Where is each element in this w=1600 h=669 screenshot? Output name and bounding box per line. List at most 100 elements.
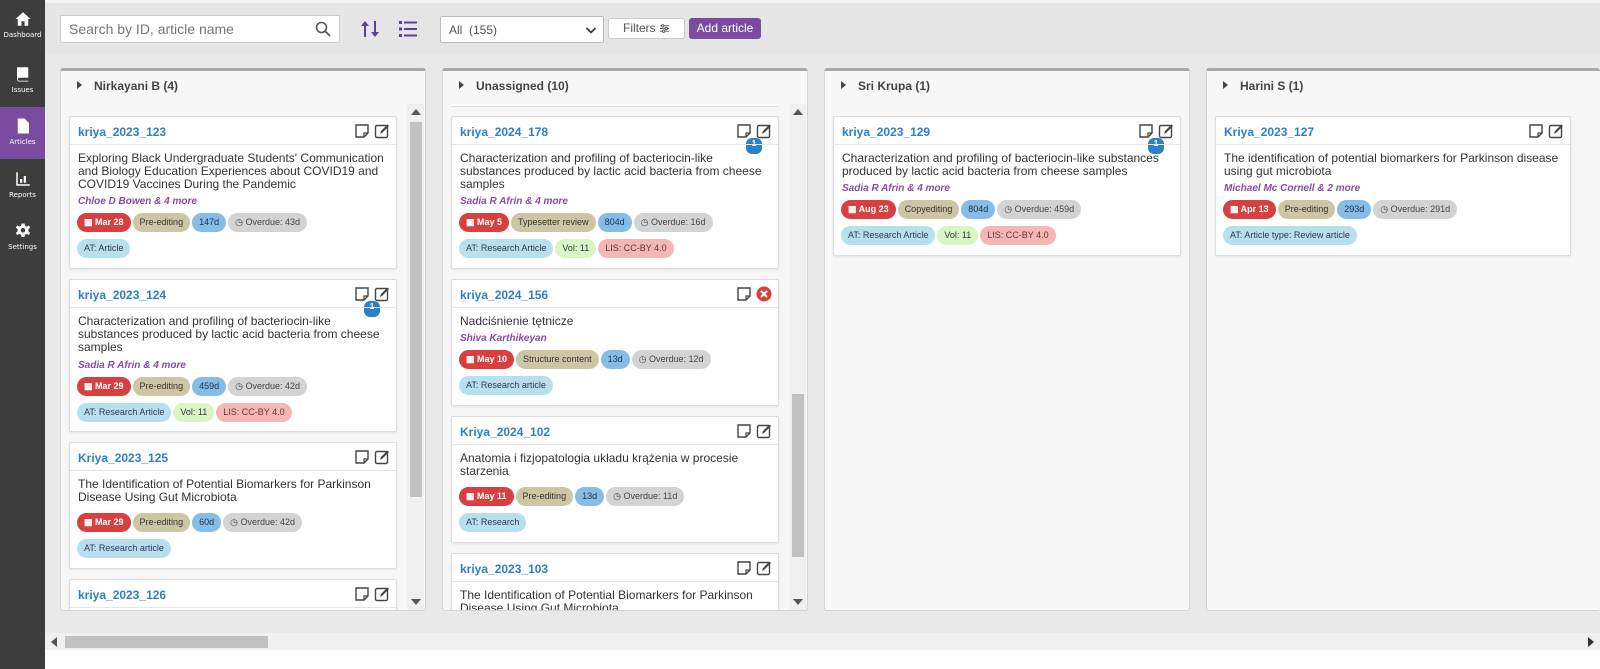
article-id-link[interactable]: Kriya_2023_127 bbox=[1224, 125, 1315, 139]
edit-icon[interactable] bbox=[374, 449, 390, 465]
note-icon[interactable] bbox=[354, 123, 370, 139]
edit-icon[interactable] bbox=[756, 560, 772, 576]
close-icon[interactable] bbox=[756, 286, 772, 302]
edit-icon[interactable] bbox=[374, 586, 390, 602]
gear-icon bbox=[15, 223, 30, 237]
note-icon[interactable]: 1 bbox=[354, 286, 380, 317]
article-card[interactable]: kriya_2023_126 bbox=[69, 579, 397, 610]
due-date-badge: ▦ May 5 bbox=[459, 213, 510, 232]
article-card[interactable]: kriya_2023_123 Exploring Black Undergrad… bbox=[69, 116, 397, 269]
note-icon[interactable] bbox=[354, 586, 370, 602]
note-icon[interactable] bbox=[1528, 123, 1544, 139]
sidebar-item-label: Dashboard bbox=[3, 31, 42, 39]
list-view-icon[interactable] bbox=[397, 18, 419, 40]
note-icon[interactable] bbox=[736, 560, 752, 576]
sidebar-item-settings[interactable]: Settings bbox=[0, 212, 45, 264]
article-id-link[interactable]: kriya_2023_103 bbox=[460, 562, 549, 576]
caret-right-icon bbox=[77, 81, 82, 89]
sidebar-item-articles[interactable]: Articles bbox=[0, 107, 45, 159]
note-icon[interactable] bbox=[354, 449, 370, 465]
edit-icon[interactable] bbox=[756, 123, 772, 139]
filter-select[interactable]: All (155) bbox=[440, 16, 604, 43]
article-card[interactable]: Kriya_2023_125 The Identification of Pot… bbox=[69, 442, 397, 569]
chart-icon bbox=[15, 172, 30, 186]
scroll-down-icon[interactable] bbox=[411, 599, 421, 605]
column-header[interactable]: Sri Krupa (1) bbox=[825, 71, 1189, 101]
article-authors[interactable]: Sadia R Afrin & 4 more bbox=[842, 183, 950, 194]
article-authors[interactable]: Shiva Karthikeyan bbox=[460, 333, 547, 344]
article-card[interactable]: kriya_2023_129 1 Characterization and pr… bbox=[833, 116, 1181, 256]
note-icon[interactable]: 1 bbox=[1138, 123, 1164, 154]
article-card[interactable]: Kriya_2024_102 Anatomia i fizjopatologia… bbox=[451, 416, 779, 543]
article-id-link[interactable]: Kriya_2023_125 bbox=[78, 451, 169, 465]
sidebar-item-reports[interactable]: Reports bbox=[0, 160, 45, 212]
scroll-up-icon[interactable] bbox=[411, 109, 421, 115]
article-card[interactable]: kriya_2024_156 Nadciśnienie tętnicze Shi… bbox=[451, 279, 779, 406]
edit-icon[interactable] bbox=[1158, 123, 1174, 139]
column-scrollbar[interactable] bbox=[789, 104, 806, 610]
article-id-link[interactable]: kriya_2023_124 bbox=[78, 288, 167, 302]
article-id-link[interactable]: Kriya_2024_102 bbox=[460, 425, 551, 439]
scroll-left-icon[interactable] bbox=[51, 637, 57, 647]
stage-badge: Typesetter review bbox=[511, 213, 596, 232]
sidebar-item-label: Reports bbox=[9, 191, 36, 199]
column-scrollbar[interactable] bbox=[407, 104, 424, 610]
stage-badge: Structure content bbox=[516, 350, 599, 369]
column-header[interactable]: Harini S (1) bbox=[1207, 71, 1600, 101]
sort-icon[interactable] bbox=[359, 18, 381, 40]
scrollbar-thumb[interactable] bbox=[65, 636, 268, 648]
article-title: Characterization and profiling of bacter… bbox=[842, 151, 1159, 178]
article-authors[interactable]: Chloe D Bowen & 4 more bbox=[78, 196, 197, 207]
edit-icon[interactable] bbox=[374, 123, 390, 139]
edit-icon[interactable] bbox=[756, 423, 772, 439]
scroll-right-icon[interactable] bbox=[1588, 637, 1594, 647]
due-date-badge: ▦ Mar 29 bbox=[77, 513, 131, 532]
days-badge: 60d bbox=[192, 513, 222, 532]
article-id-link[interactable]: kriya_2024_178 bbox=[460, 125, 549, 139]
license-tag: LIS: CC-BY 4.0 bbox=[216, 403, 292, 422]
article-card[interactable]: Kriya_2023_127 The identification of pot… bbox=[1215, 116, 1571, 256]
overdue-badge: ◷ Overdue: 459d bbox=[997, 200, 1082, 219]
scrollbar-thumb[interactable] bbox=[792, 394, 804, 557]
due-date-badge: ▦ May 11 bbox=[459, 487, 514, 506]
column-body: kriya_2024_178 1 Characterization and pr… bbox=[443, 104, 807, 610]
column-header[interactable]: Unassigned (10) bbox=[443, 71, 807, 101]
sidebar-item-dashboard[interactable]: Dashboard bbox=[0, 0, 45, 52]
article-authors[interactable]: Sadia R Afrin & 4 more bbox=[78, 360, 186, 371]
scroll-down-icon[interactable] bbox=[793, 599, 803, 605]
article-authors[interactable]: Michael Mc Cornell & 2 more bbox=[1224, 183, 1361, 194]
article-card[interactable]: kriya_2023_124 1 Characterization and pr… bbox=[69, 279, 397, 432]
note-icon[interactable] bbox=[736, 423, 752, 439]
search-icon[interactable] bbox=[315, 21, 331, 37]
search-input[interactable] bbox=[61, 16, 301, 42]
article-id-link[interactable]: kriya_2023_129 bbox=[842, 125, 931, 139]
article-authors[interactable]: Sadia R Afrin & 4 more bbox=[460, 196, 568, 207]
note-icon[interactable]: 1 bbox=[736, 123, 762, 154]
license-tag: LIS: CC-BY 4.0 bbox=[980, 226, 1056, 245]
article-card[interactable]: kriya_2023_103 The Identification of Pot… bbox=[451, 553, 779, 610]
column-nirkayani: Nirkayani B (4) kriya_2023_123 Exploring… bbox=[60, 68, 426, 611]
article-id-link[interactable]: kriya_2024_156 bbox=[460, 288, 549, 302]
scroll-up-icon[interactable] bbox=[793, 109, 803, 115]
article-card[interactable]: kriya_2024_178 1 Characterization and pr… bbox=[451, 116, 779, 269]
article-id-link[interactable]: kriya_2023_123 bbox=[78, 125, 167, 139]
column-header[interactable]: Nirkayani B (4) bbox=[61, 71, 425, 101]
add-article-button[interactable]: Add article bbox=[689, 18, 761, 39]
note-icon[interactable] bbox=[736, 286, 752, 302]
sidebar-item-issues[interactable]: Issues bbox=[0, 55, 45, 107]
days-badge: 293d bbox=[1337, 200, 1372, 219]
edit-icon[interactable] bbox=[374, 286, 390, 302]
filters-button[interactable]: Filters bbox=[608, 18, 685, 39]
horizontal-scrollbar[interactable] bbox=[45, 633, 1600, 650]
scrollbar-thumb[interactable] bbox=[410, 122, 422, 497]
article-type-tag: AT: Research article bbox=[77, 539, 171, 558]
overdue-badge: ◷ Overdue: 42d bbox=[228, 377, 308, 396]
column-body: Kriya_2023_127 The identification of pot… bbox=[1207, 104, 1600, 610]
article-id-link[interactable]: kriya_2023_126 bbox=[78, 588, 167, 602]
chevron-down-icon bbox=[585, 27, 597, 34]
edit-icon[interactable] bbox=[1548, 123, 1564, 139]
overdue-badge: ◷ Overdue: 42d bbox=[223, 513, 303, 532]
days-badge: 13d bbox=[600, 350, 630, 369]
column-harini: Harini S (1) Kriya_2023_127 The identifi… bbox=[1206, 68, 1600, 611]
